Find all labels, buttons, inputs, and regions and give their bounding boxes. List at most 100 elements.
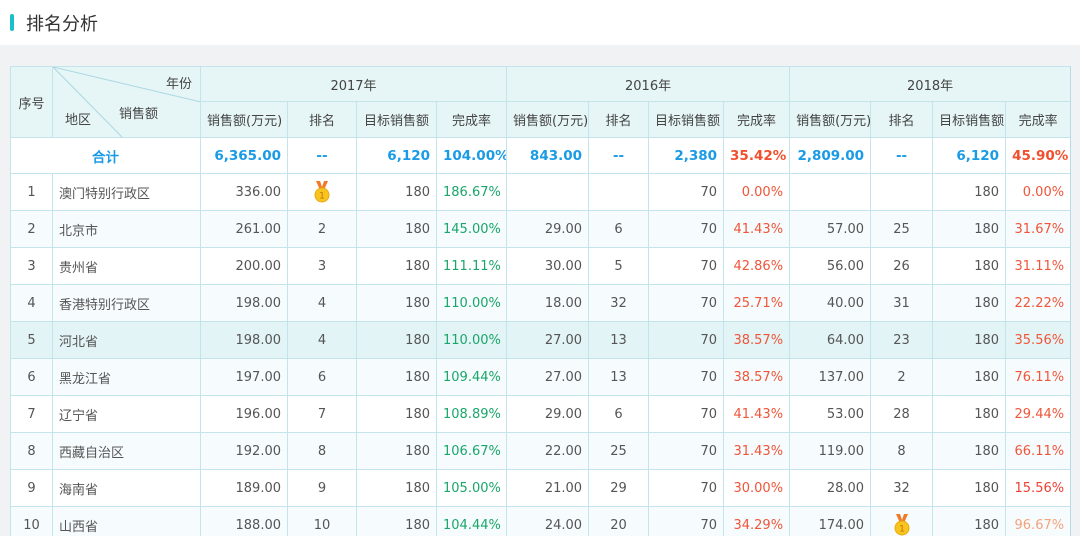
svg-text:1: 1 — [319, 192, 325, 202]
row-index: 8 — [10, 432, 53, 470]
table-row[interactable]: 6 黑龙江省 197.00 6 180 109.44% 27.00 13 70 38.57% 137… — [10, 358, 1070, 396]
total-sales: 6,365.00 — [200, 137, 288, 174]
rank-cell: 4 — [287, 284, 357, 322]
svg-text:1: 1 — [899, 525, 905, 535]
total-rank: -- — [870, 137, 934, 174]
diagonal-lines — [53, 67, 200, 137]
row-region: 贵州省 — [52, 247, 201, 285]
target-cell: 180 — [356, 506, 437, 536]
page-header: 排名分析 — [0, 0, 1080, 45]
target-cell: 180 — [356, 284, 437, 322]
sales-cell: 28.00 — [789, 469, 872, 507]
completion-cell: 108.89% — [435, 395, 508, 433]
sales-cell: 21.00 — [506, 469, 590, 507]
completion-cell: 186.67% — [435, 173, 508, 211]
rank-cell: 28 — [870, 395, 934, 433]
rank-cell: 32 — [588, 284, 650, 322]
rank-cell: 25 — [870, 210, 934, 248]
rank-cell: 9 — [287, 469, 357, 507]
total-sales: 843.00 — [506, 137, 590, 174]
target-cell: 180 — [356, 173, 437, 211]
completion-cell: 110.00% — [435, 284, 508, 322]
target-cell: 180 — [356, 358, 437, 396]
rank-cell: 6 — [287, 358, 357, 396]
table-row[interactable]: 3 贵州省 200.00 3 180 111.11% 30.00 5 70 42.86% 56.00… — [10, 247, 1070, 285]
target-cell: 180 — [932, 210, 1007, 248]
sales-cell — [506, 173, 590, 211]
rank-cell: 23 — [870, 321, 934, 359]
rank-cell: 29 — [588, 469, 650, 507]
rank-cell: 2 — [870, 358, 934, 396]
sales-cell: 30.00 — [506, 247, 590, 285]
target-cell: 180 — [932, 247, 1007, 285]
subheader-rank: 排名 — [287, 101, 357, 138]
completion-cell: 22.22% — [1005, 284, 1070, 322]
subheader-completion: 完成率 — [1005, 101, 1070, 138]
completion-cell: 38.57% — [723, 321, 791, 359]
target-cell: 180 — [356, 469, 437, 507]
sales-cell: 137.00 — [789, 358, 872, 396]
completion-cell: 104.44% — [435, 506, 508, 536]
row-region: 香港特别行政区 — [52, 284, 201, 322]
header-index: 序号 — [10, 66, 53, 138]
table-row[interactable]: 5 河北省 198.00 4 180 110.00% 27.00 13 70 38.57% 64.0… — [10, 321, 1070, 359]
table-row[interactable]: 1 澳门特别行政区 336.00 1 180 186.67% 70 0.00% 180 0.00% — [10, 173, 1070, 211]
row-region: 河北省 — [52, 321, 201, 359]
table-row[interactable]: 9 海南省 189.00 9 180 105.00% 21.00 29 70 30.00% 28.0… — [10, 469, 1070, 507]
sales-cell: 174.00 — [789, 506, 872, 536]
title-accent-bar — [10, 14, 14, 31]
gold-medal-icon: 1 — [893, 514, 911, 536]
table-row[interactable]: 4 香港特别行政区 198.00 4 180 110.00% 18.00 32 70 25.71%… — [10, 284, 1070, 322]
table-row[interactable]: 8 西藏自治区 192.00 8 180 106.67% 22.00 25 70 31.43% 11… — [10, 432, 1070, 470]
row-region: 海南省 — [52, 469, 201, 507]
target-cell: 180 — [356, 432, 437, 470]
target-cell: 180 — [356, 321, 437, 359]
rank-cell: 2 — [287, 210, 357, 248]
row-index: 3 — [10, 247, 53, 285]
sales-cell: 22.00 — [506, 432, 590, 470]
row-region: 辽宁省 — [52, 395, 201, 433]
completion-cell: 15.56% — [1005, 469, 1070, 507]
row-index: 5 — [10, 321, 53, 359]
total-completion: 35.42% — [723, 137, 791, 174]
completion-cell: 106.67% — [435, 432, 508, 470]
sales-cell: 198.00 — [200, 284, 288, 322]
total-target: 6,120 — [932, 137, 1007, 174]
rank-cell: 32 — [870, 469, 934, 507]
target-cell: 70 — [648, 284, 725, 322]
ranking-table: 序号 年份 销售额 地区 2017年 2016年 2018年 销售额(万元) 排名… — [10, 66, 1070, 536]
target-cell: 70 — [648, 358, 725, 396]
table-row[interactable]: 2 北京市 261.00 2 180 145.00% 29.00 6 70 41.43% 57.00… — [10, 210, 1070, 248]
row-index: 4 — [10, 284, 53, 322]
sales-cell — [789, 173, 872, 211]
table-row[interactable]: 10 山西省 188.00 10 180 104.44% 24.00 20 70 34.29% 17… — [10, 506, 1070, 536]
target-cell: 180 — [356, 247, 437, 285]
rank-cell: 5 — [588, 247, 650, 285]
ranking-table-container[interactable]: 序号 年份 销售额 地区 2017年 2016年 2018年 销售额(万元) 排名… — [10, 66, 1071, 536]
target-cell: 70 — [648, 173, 725, 211]
sales-cell: 336.00 — [200, 173, 288, 211]
rank-cell: 1 — [870, 506, 934, 536]
rank-cell: 20 — [588, 506, 650, 536]
row-index: 7 — [10, 395, 53, 433]
completion-cell: 31.11% — [1005, 247, 1070, 285]
completion-cell: 41.43% — [723, 395, 791, 433]
completion-cell: 25.71% — [723, 284, 791, 322]
subheader-target: 目标销售额 — [932, 101, 1007, 138]
row-index: 2 — [10, 210, 53, 248]
sales-cell: 24.00 — [506, 506, 590, 536]
target-cell: 180 — [356, 395, 437, 433]
total-label: 合计 — [10, 137, 201, 174]
row-region: 北京市 — [52, 210, 201, 248]
completion-cell: 30.00% — [723, 469, 791, 507]
target-cell: 180 — [932, 284, 1007, 322]
sales-cell: 261.00 — [200, 210, 288, 248]
completion-cell: 66.11% — [1005, 432, 1070, 470]
total-completion: 104.00% — [435, 137, 508, 174]
completion-cell: 0.00% — [1005, 173, 1070, 211]
table-row[interactable]: 7 辽宁省 196.00 7 180 108.89% 29.00 6 70 41.43% 53.00… — [10, 395, 1070, 433]
sales-cell: 196.00 — [200, 395, 288, 433]
page-title: 排名分析 — [26, 14, 98, 35]
rank-cell — [588, 173, 650, 211]
row-region: 澳门特别行政区 — [52, 173, 201, 211]
